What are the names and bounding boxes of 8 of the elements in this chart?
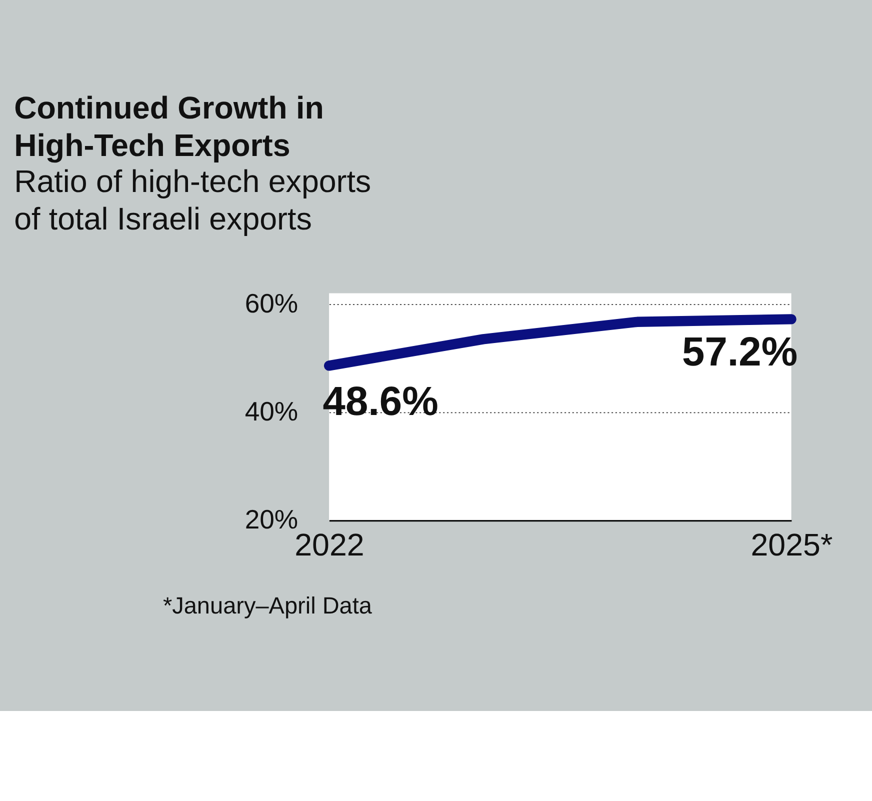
data-label: 48.6% <box>322 378 438 424</box>
y-tick-label: 60% <box>244 288 298 318</box>
y-tick-label: 40% <box>244 396 298 426</box>
data-label: 57.2% <box>682 328 798 374</box>
x-tick-label: 2025* <box>750 527 833 562</box>
text: *January–April Data <box>162 592 373 619</box>
chart-subtitle: Ratio of high-tech exports of total Israeli exports <box>14 164 372 237</box>
chart-title: Continued Growth in High-Tech Exports <box>14 90 324 163</box>
